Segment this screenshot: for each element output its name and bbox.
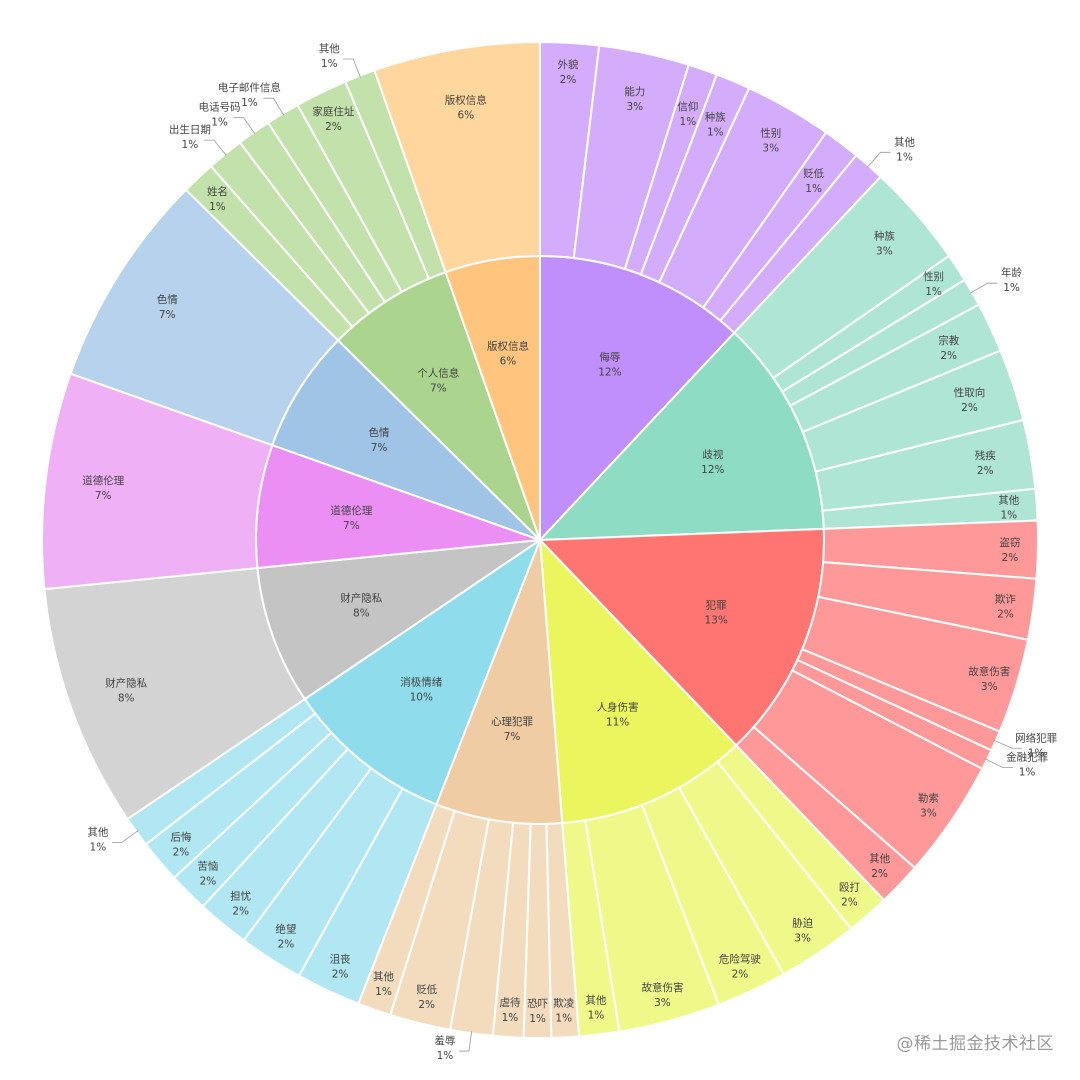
outer-label-4-5: 其他 1% [373,970,394,998]
outer-label-1-5: 残疾 2% [975,449,996,477]
outer-label-5-1: 绝望 2% [275,922,296,950]
leader-line-0-6 [867,151,891,168]
outer-label-7-0: 道德伦理 7% [82,474,124,502]
inner-label-1: 歧视 12% [701,448,724,476]
outer-label-0-3: 种族 1% [705,110,726,138]
outer-label-0-4: 性别 3% [760,127,781,155]
outer-label-4-0: 欺凌 1% [553,996,574,1024]
outer-label-2-4: 金融犯罪 1% [1006,751,1048,779]
watermark: @稀土掘金技术社区 [896,1034,1054,1054]
leader-line-4-3 [458,1031,473,1052]
outer-label-5-0: 沮丧 2% [330,952,351,980]
outer-label-5-5: 其他 1% [87,825,108,853]
outer-label-9-0: 姓名 1% [207,185,228,213]
outer-label-0-6: 其他 1% [894,135,915,163]
outer-label-5-4: 后悔 2% [170,830,191,858]
outer-label-6-0: 财产隐私 8% [105,677,147,705]
outer-label-4-2: 虐待 1% [499,996,520,1024]
inner-label-10: 版权信息 6% [487,340,529,368]
leader-lines [111,58,1023,1052]
outer-label-5-3: 苦恼 2% [197,860,218,888]
outer-label-9-3: 电子邮件信息 1% [218,81,281,109]
leader-line-2-3 [993,739,1023,749]
outer-label-1-0: 种族 3% [874,230,895,258]
outer-label-3-0: 殴打 2% [839,881,860,909]
outer-label-3-3: 故意伤害 3% [641,981,683,1009]
inner-label-9: 个人信息 7% [417,367,459,395]
outer-label-1-3: 宗教 2% [938,334,959,362]
outer-label-4-4: 贬低 2% [416,983,437,1011]
leader-line-9-1 [203,139,227,156]
outer-label-4-1: 恐吓 1% [527,998,548,1025]
leader-line-5-5 [111,830,139,843]
inner-label-6: 财产隐私 8% [340,592,382,620]
leader-line-9-3 [263,97,285,116]
leader-line-9-2 [233,117,256,135]
outer-label-10-0: 版权信息 6% [445,93,487,121]
outer-label-0-5: 贬低 1% [803,167,824,195]
outer-label-2-5: 勒索 3% [918,792,939,820]
outer-label-2-6: 其他 2% [869,852,890,880]
outer-label-2-3: 网络犯罪 1% [1015,731,1057,759]
outer-label-9-1: 出生日期 1% [169,123,211,151]
outer-label-5-2: 担忧 2% [230,889,251,917]
outer-label-0-1: 能力 3% [624,85,645,113]
outer-label-9-4: 家庭住址 2% [312,105,354,133]
outer-label-3-4: 其他 1% [585,994,606,1022]
outer-label-1-4: 性取向 2% [954,386,986,414]
inner-label-7: 道德伦理 7% [330,504,372,532]
segment-labels: 侮辱 12% 外貌 2% 能力 3% 信仰 1% 种族 1% 性别 3% 贬低 1% 其他 1% 歧视 12% 种族… [82,42,1057,1062]
inner-label-0: 侮辱 12% [598,350,621,378]
outer-ring [41,40,1039,1039]
outer-label-2-2: 故意伤害 3% [968,665,1010,693]
outer-label-2-0: 盗窃 2% [999,536,1020,564]
outer-label-1-2: 年龄 1% [1001,266,1022,294]
outer-label-4-3: 羞辱 1% [434,1034,455,1062]
outer-label-3-1: 胁迫 3% [792,917,813,945]
outer-label-2-1: 欺诈 2% [995,593,1016,621]
outer-label-1-1: 性别 1% [923,270,944,298]
outer-label-1-6: 其他 1% [998,494,1019,522]
inner-label-8: 色情 7% [369,426,390,454]
leader-line-2-4 [984,758,1014,768]
inner-ring [255,254,825,825]
inner-label-3: 人身伤害 11% [597,700,639,728]
outer-label-3-2: 危险驾驶 2% [719,952,761,980]
outer-label-8-0: 色情 7% [157,293,178,321]
outer-label-9-2: 电话号码 1% [199,101,241,129]
inner-label-5: 消极情绪 10% [400,675,442,703]
outer-label-0-2: 信仰 1% [677,100,698,128]
inner-label-4: 心理犯罪 7% [491,716,533,743]
outer-label-0-0: 外貌 2% [557,58,578,86]
leader-line-1-2 [970,282,998,294]
outer-segment-10-0 [373,40,541,274]
inner-label-2: 犯罪 13% [704,599,727,626]
leader-line-9-5 [343,58,361,78]
outer-label-9-5: 其他 1% [319,42,340,70]
